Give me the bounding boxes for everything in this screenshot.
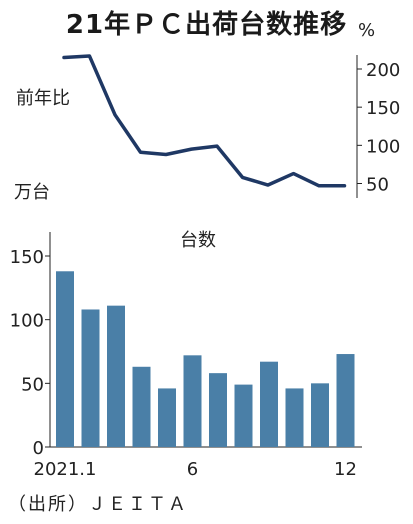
line-series-yoy — [62, 54, 347, 188]
source-note: （出所）ＪＥＩＴＡ — [8, 494, 188, 515]
bar — [56, 271, 74, 447]
bar-y-tick-label: 150 — [10, 247, 44, 268]
line-unit: % — [358, 20, 376, 41]
chart-title: 21年ＰＣ出荷台数推移 — [65, 10, 348, 40]
line-y-tick-label: 50 — [366, 175, 389, 196]
line-y-tick-label: 200 — [366, 60, 400, 81]
bar — [183, 355, 202, 447]
bar — [260, 361, 278, 447]
bar — [234, 384, 253, 447]
bar — [285, 388, 304, 447]
bar — [158, 388, 176, 447]
bar-y-tick-label: 50 — [21, 374, 44, 395]
bar-ylabel: 万台 — [14, 182, 50, 203]
bar-x-tick-label: 12 — [334, 459, 357, 480]
bar — [132, 366, 151, 447]
bar — [311, 383, 329, 447]
bar — [107, 305, 125, 447]
bar — [336, 354, 355, 447]
bar-y-tick-label: 0 — [33, 438, 44, 459]
bar — [81, 309, 100, 447]
line-y-tick-label: 100 — [366, 136, 400, 157]
bar-x-tick-label: 2021.1 — [34, 459, 97, 480]
bar — [209, 373, 227, 447]
line-y-tick-label: 150 — [366, 98, 400, 119]
bar-y-tick-label: 100 — [10, 311, 44, 332]
line-ylabel: 前年比 — [16, 88, 70, 109]
bar-x-tick-label: 6 — [187, 459, 198, 480]
bar-title: 台数 — [180, 230, 216, 251]
